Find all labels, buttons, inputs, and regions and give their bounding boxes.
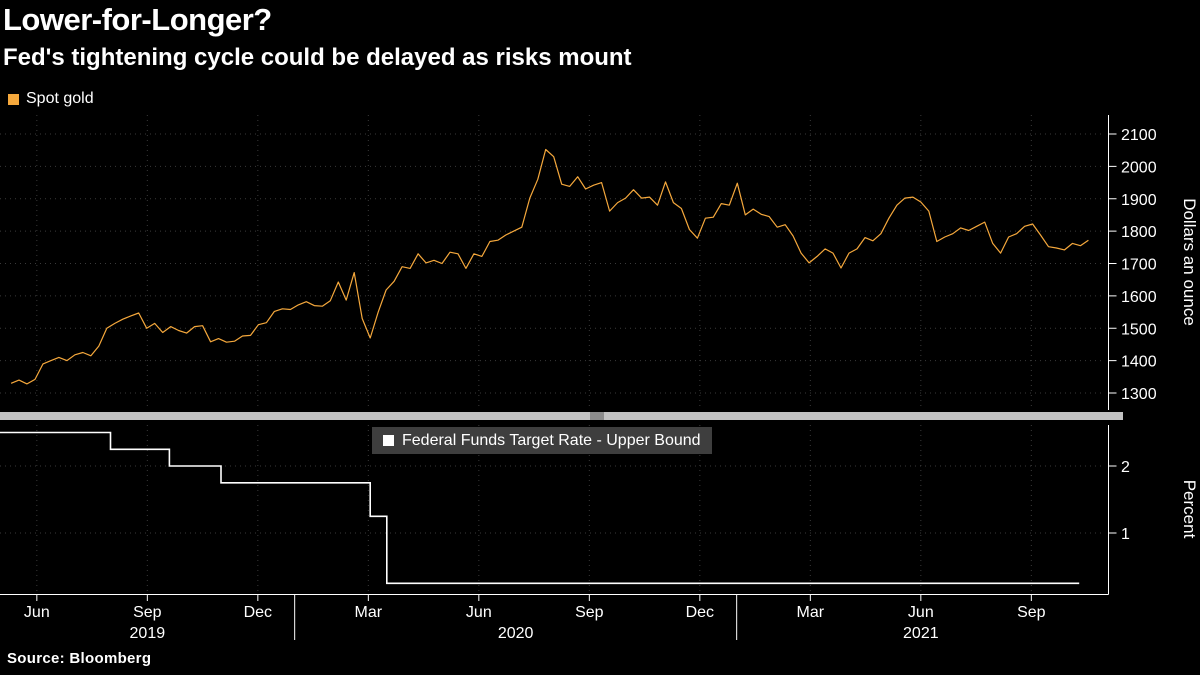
y-tick-label: 1500 [1121,321,1157,338]
spot-gold-swatch-icon [8,93,19,105]
fed-funds-series-line [0,431,1080,585]
x-tick-label: Dec [686,604,714,621]
x-tick-label: Dec [244,604,272,621]
y-tick-label: 1 [1121,526,1130,543]
year-label: 2021 [903,625,939,642]
year-label: 2019 [130,625,166,642]
y-tick-label: 1600 [1121,289,1157,306]
chart-splitter[interactable] [0,412,1123,420]
legend-fed-funds: Federal Funds Target Rate - Upper Bound [372,427,712,454]
x-tick-label: Mar [355,604,383,621]
y-tick-label: 1800 [1121,224,1157,241]
y-tick-label: 1700 [1121,257,1157,274]
chart-splitter-handle[interactable] [590,412,604,420]
y-tick-label: 1900 [1121,192,1157,209]
page-title: Lower-for-Longer? [3,2,272,37]
x-tick-label: Jun [908,604,934,621]
x-tick-label: Mar [797,604,825,621]
spot-gold-series-line [10,148,1089,385]
page-subtitle: Fed's tightening cycle could be delayed … [3,44,632,71]
year-label: 2020 [498,625,534,642]
y-axis-title-percent: Percent [1180,480,1199,539]
x-tick-label: Sep [1017,604,1046,621]
fed-funds-swatch-icon [383,435,394,446]
legend-spot-gold: Spot gold [8,90,94,108]
y-tick-label: 2000 [1121,159,1157,176]
y-axis-title-dollars: Dollars an ounce [1180,198,1199,326]
x-tick-label: Jun [24,604,50,621]
source-note: Source: Bloomberg [7,650,152,667]
y-tick-label: 2100 [1121,127,1157,144]
y-tick-label: 2 [1121,459,1130,476]
fed-funds-legend-label: Federal Funds Target Rate - Upper Bound [402,431,701,449]
x-tick-label: Jun [466,604,492,621]
x-tick-label: Sep [133,604,162,621]
spot-gold-legend-label: Spot gold [26,90,94,107]
y-tick-label: 1300 [1121,386,1157,403]
y-tick-label: 1400 [1121,354,1157,371]
x-tick-label: Sep [575,604,604,621]
